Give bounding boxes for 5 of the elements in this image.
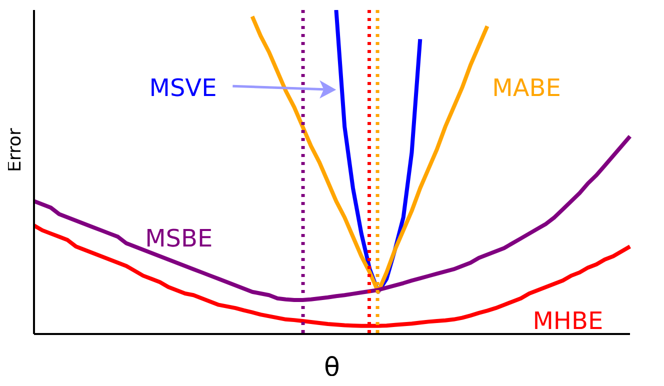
- series-label: MABE: [492, 74, 561, 102]
- x-axis-title: θ: [324, 353, 340, 383]
- text: MSVE: [149, 74, 217, 102]
- series-label: MSBE: [145, 224, 213, 253]
- series-label: MHBE: [532, 307, 604, 336]
